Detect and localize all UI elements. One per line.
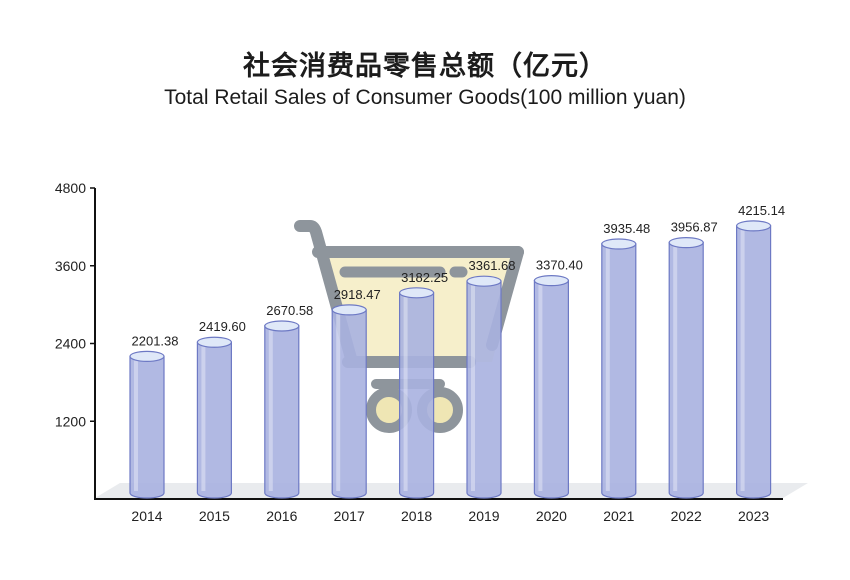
bar-top [668, 237, 704, 249]
bar-value-label: 4215.14 [738, 203, 785, 218]
chart-subtitle: Total Retail Sales of Consumer Goods(100… [164, 86, 686, 109]
bar-highlight [201, 346, 206, 491]
bar-value-label: 3182.25 [401, 270, 448, 285]
bar-body [668, 242, 704, 499]
bar-value-label: 3370.40 [536, 258, 583, 273]
bar-top [129, 350, 165, 362]
x-tick-label: 2017 [334, 508, 365, 524]
bar-top [399, 287, 435, 299]
bar [668, 237, 704, 499]
bar-highlight [673, 246, 678, 491]
bar-body [331, 309, 367, 499]
bar-body [466, 280, 502, 499]
bar [601, 238, 637, 499]
bar [264, 320, 300, 499]
bar-body [399, 292, 435, 499]
bar-top [735, 220, 772, 232]
bar-top [601, 238, 637, 250]
y-tick-label: 3600 [55, 258, 86, 274]
bar-top [466, 275, 502, 287]
bar [129, 350, 165, 499]
bar-highlight [740, 229, 745, 492]
x-tick-label: 2019 [468, 508, 499, 524]
x-tick-label: 2018 [401, 508, 432, 524]
bar-highlight [134, 360, 138, 491]
bar-value-label: 3935.48 [603, 221, 650, 236]
y-tick-label: 1200 [55, 413, 86, 429]
y-tick-label: 2400 [55, 336, 86, 352]
x-tick-label: 2016 [266, 508, 297, 524]
x-tick-label: 2014 [131, 508, 162, 524]
bar-highlight [538, 284, 543, 491]
bar-body [264, 325, 300, 499]
chart-title: 社会消费品零售总额（亿元） [243, 51, 607, 82]
x-tick-label: 2015 [199, 508, 230, 524]
x-tick-label: 2020 [536, 508, 567, 524]
bar-highlight [336, 313, 341, 491]
bar-body [533, 280, 569, 499]
bar-body [129, 355, 165, 499]
bar [466, 275, 502, 499]
bar-body [601, 243, 637, 499]
bar-body [196, 341, 232, 499]
bar [533, 275, 570, 499]
y-tick-label: 4800 [55, 180, 86, 196]
bar-top [331, 304, 367, 316]
bar-value-label: 2419.60 [199, 319, 246, 334]
bar-top [264, 320, 300, 332]
bar-value-label: 2201.38 [132, 333, 179, 348]
bar [331, 304, 367, 499]
x-tick-label: 2021 [603, 508, 634, 524]
bar-highlight [471, 285, 475, 491]
x-tick-label: 2022 [671, 508, 702, 524]
bar-highlight [268, 329, 273, 491]
bar-highlight [605, 248, 610, 491]
x-tick-label: 2023 [738, 508, 769, 524]
bar [196, 336, 232, 499]
bar-value-label: 2918.47 [334, 287, 381, 302]
bar-value-label: 3361.68 [469, 258, 516, 273]
bar [735, 220, 772, 499]
bar-value-label: 2670.58 [266, 303, 313, 318]
bar-top [533, 275, 570, 287]
bar-top [196, 336, 232, 348]
bar [399, 287, 435, 499]
bar-body [736, 225, 772, 499]
bar-highlight [403, 296, 408, 491]
bar-value-label: 3956.87 [671, 220, 718, 235]
